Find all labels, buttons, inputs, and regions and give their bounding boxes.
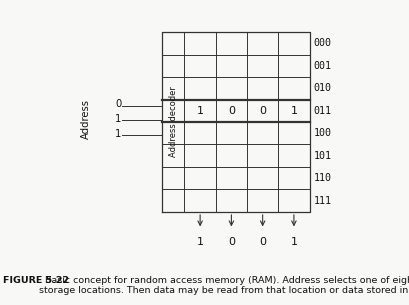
Text: 0: 0 <box>227 106 234 116</box>
Text: Address: Address <box>81 99 91 139</box>
Text: 1: 1 <box>196 237 203 247</box>
Text: 111: 111 <box>313 196 331 206</box>
Text: 0: 0 <box>227 237 234 247</box>
Text: 1: 1 <box>196 106 203 116</box>
Text: 101: 101 <box>313 151 331 161</box>
Text: 001: 001 <box>313 61 331 71</box>
Text: 1: 1 <box>290 237 297 247</box>
Text: 1: 1 <box>290 106 297 116</box>
Text: Address decoder: Address decoder <box>169 87 177 157</box>
Text: 0: 0 <box>258 106 265 116</box>
Text: 010: 010 <box>313 83 331 93</box>
Text: 011: 011 <box>313 106 331 116</box>
Text: 1: 1 <box>115 129 121 138</box>
Text: 0: 0 <box>115 99 121 109</box>
Text: 000: 000 <box>313 38 331 48</box>
Text: 100: 100 <box>313 128 331 138</box>
Text: FIGURE 5.22: FIGURE 5.22 <box>3 276 69 285</box>
Text: 1: 1 <box>115 114 121 124</box>
Text: 110: 110 <box>313 173 331 183</box>
Text: Basic concept for random access memory (RAM). Address selects one of eight
stora: Basic concept for random access memory (… <box>38 276 409 296</box>
Text: 0: 0 <box>258 237 265 247</box>
